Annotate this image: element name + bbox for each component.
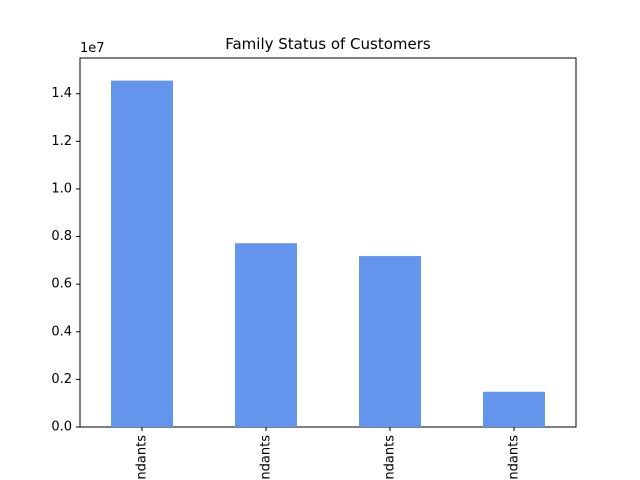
bar-2 [359, 256, 421, 427]
bars-group [111, 80, 545, 428]
x-axis-ticks: ndants ndants ndants ndants [135, 427, 522, 480]
x-tick-label-3: ndants [507, 435, 522, 480]
x-tick-label-1: ndants [259, 435, 274, 480]
y-tick-label-1: 0.2 [51, 372, 72, 387]
y-axis-offset-label: 1e7 [80, 41, 105, 56]
y-tick-label-4: 0.8 [51, 229, 72, 244]
axes-frame [79, 57, 577, 428]
y-tick-label-0: 0.0 [51, 420, 72, 435]
bar-0 [111, 80, 173, 428]
y-tick-label-5: 1.0 [51, 181, 72, 196]
bar-1 [235, 243, 297, 427]
y-tick-label-3: 0.6 [51, 277, 72, 292]
y-tick-label-2: 0.4 [51, 324, 72, 339]
y-tick-label-6: 1.2 [51, 134, 72, 149]
x-tick-label-2: ndants [383, 435, 398, 480]
y-axis-ticks: 0.0 0.2 0.4 0.6 0.8 1.0 1.2 1.4 [51, 86, 80, 435]
x-tick-label-0: ndants [135, 435, 150, 480]
y-tick-label-7: 1.4 [51, 86, 72, 101]
bar-3 [483, 391, 545, 427]
plot-area [79, 57, 577, 428]
chart-title: Family Status of Customers [225, 35, 431, 53]
